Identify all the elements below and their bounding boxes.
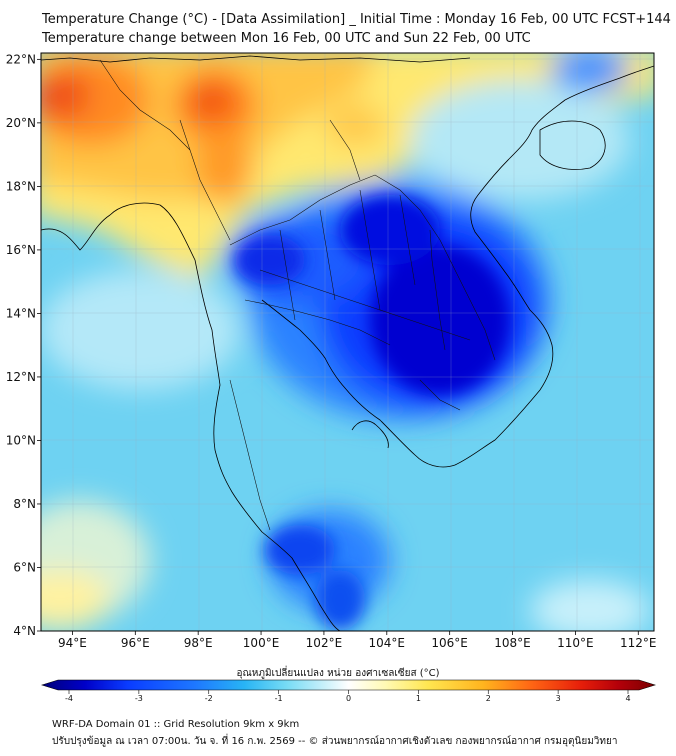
province-borders — [99, 59, 496, 531]
lat-tick-label: 8°N — [13, 497, 36, 511]
lon-tick-label: 94°E — [58, 636, 87, 650]
longitude-tick-labels: 94°E 96°E 98°E 100°E 102°E 104°E 106°E 108°E 110… — [58, 631, 657, 650]
lat-tick-label: 20°N — [6, 116, 36, 130]
colorbar-tick-label: -2 — [205, 694, 213, 703]
lat-tick-label: 6°N — [13, 560, 36, 574]
lon-tick-label: 112°E — [620, 636, 657, 650]
lon-tick-label: 108°E — [494, 636, 531, 650]
colorbar-tick-label: -1 — [275, 694, 283, 703]
footer-update-info: ปรับปรุงข้อมูล ณ เวลา 07:00น. วัน จ. ที่… — [52, 736, 618, 747]
colorbar-ticks: -4 -3 -2 -1 0 1 2 3 4 — [65, 690, 631, 703]
lon-tick-label: 106°E — [431, 636, 468, 650]
colorbar-title: อุณหภูมิเปลี่ยนแปลง หน่วย องศาเซลเซียส (… — [236, 668, 440, 679]
lon-tick-label: 98°E — [184, 636, 213, 650]
lat-tick-label: 18°N — [6, 179, 36, 193]
colorbar-tick-label: 0 — [346, 694, 351, 703]
map-frame — [40, 52, 655, 632]
lat-tick-label: 14°N — [6, 306, 36, 320]
graticule — [41, 53, 654, 631]
colorbar-tick-label: -3 — [135, 694, 143, 703]
temperature-field — [41, 53, 654, 631]
coastlines — [41, 55, 654, 631]
map-subtitle: Temperature change between Mon 16 Feb, 0… — [42, 31, 531, 46]
colorbar-tick-label: 4 — [625, 694, 630, 703]
latitude-tick-labels: 22°N 20°N 18°N 16°N 14°N 12°N 10°N 8°N 6°N 4°N — [6, 52, 41, 638]
colorbar-tick-label: 1 — [416, 694, 421, 703]
lon-tick-label: 100°E — [243, 636, 280, 650]
lon-tick-label: 102°E — [306, 636, 343, 650]
lon-tick-label: 110°E — [557, 636, 594, 650]
lat-tick-label: 22°N — [6, 52, 36, 66]
lat-tick-label: 16°N — [6, 243, 36, 257]
lon-tick-label: 96°E — [121, 636, 150, 650]
colorbar-tick-label: 3 — [556, 694, 561, 703]
footer-model-info: WRF-DA Domain 01 :: Grid Resolution 9km … — [52, 719, 300, 730]
lat-tick-label: 4°N — [13, 624, 36, 638]
lon-tick-label: 104°E — [369, 636, 406, 650]
lat-tick-label: 10°N — [6, 433, 36, 447]
colorbar-tick-label: -4 — [65, 694, 73, 703]
colorbar-ramp — [40, 679, 657, 691]
lat-tick-label: 12°N — [6, 370, 36, 384]
colorbar-tick-label: 2 — [486, 694, 491, 703]
colorbar: -4 -3 -2 -1 0 1 2 3 4 — [40, 679, 657, 703]
map-title: Temperature Change (°C) - [Data Assimila… — [42, 12, 671, 27]
